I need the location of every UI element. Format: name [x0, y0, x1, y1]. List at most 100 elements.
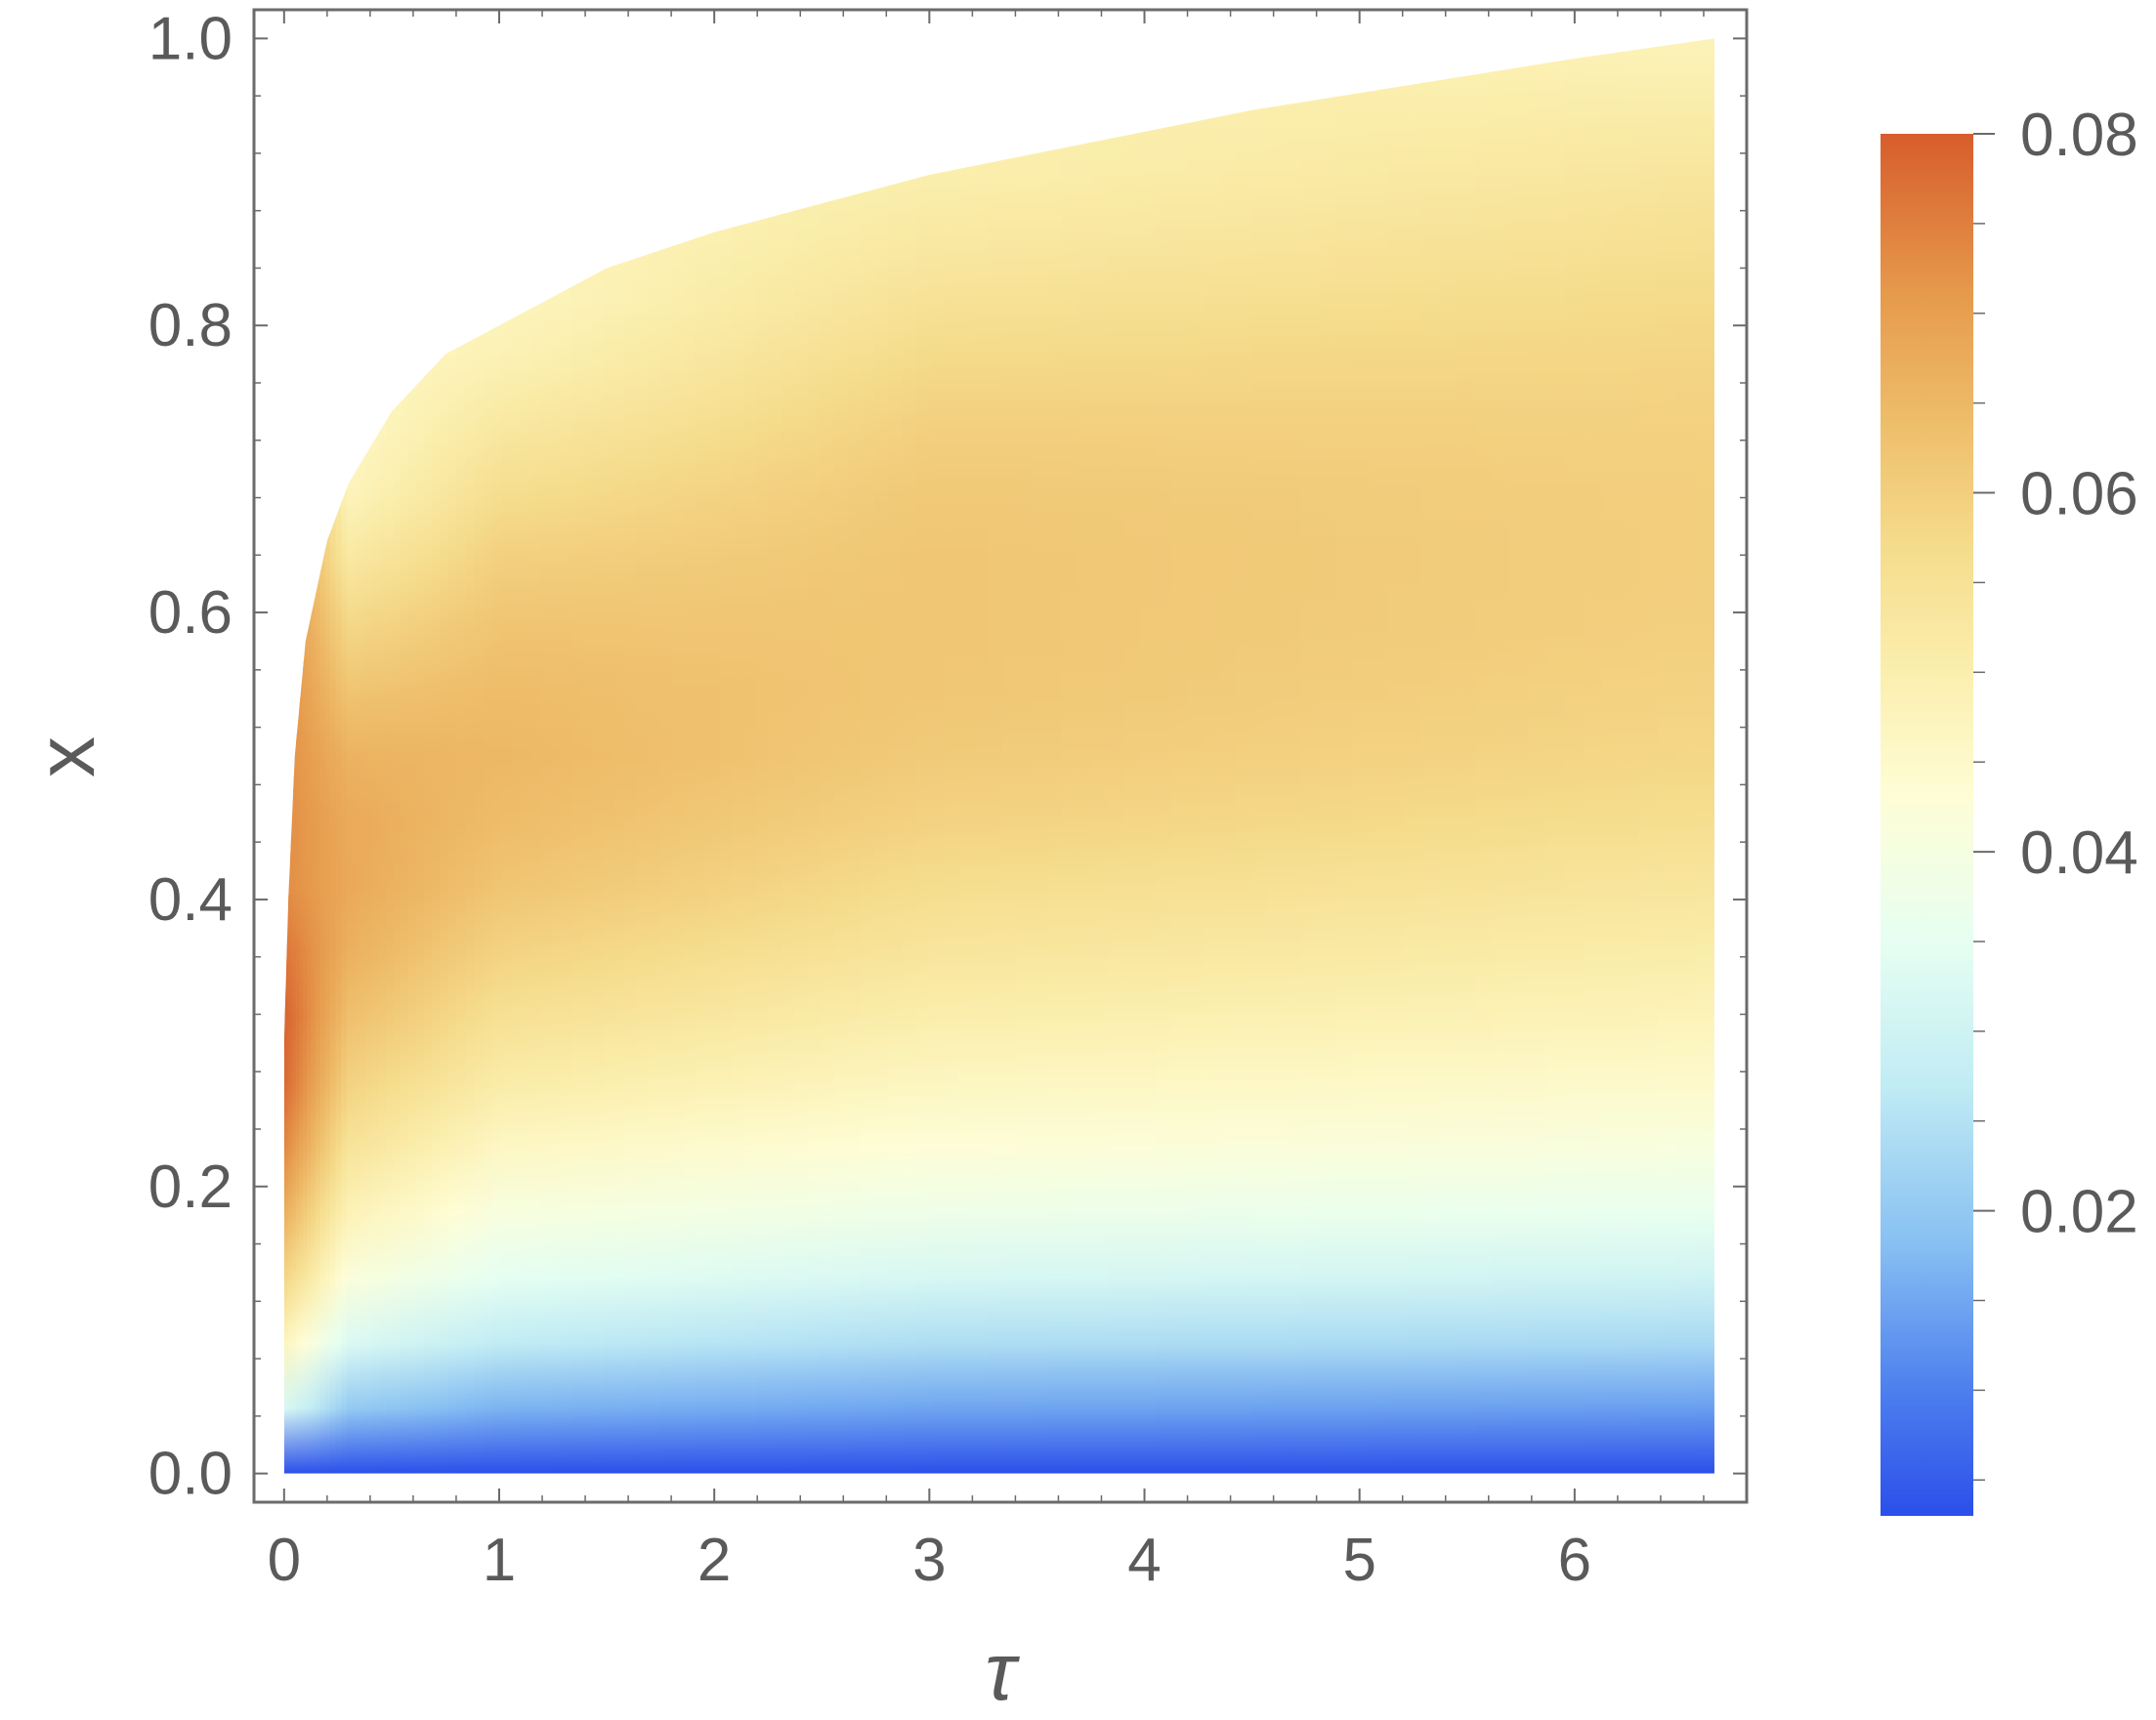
heatmap-cell-strip: [530, 38, 542, 1474]
y-tick-label: 0.6: [148, 579, 233, 647]
heatmap-cell-strip: [1601, 38, 1622, 1474]
colorbar: 0.02 0.04 0.06 0.08: [1881, 102, 2138, 1516]
heatmap-cell-strip: [1170, 38, 1188, 1474]
colorbar-ticks: 0.02 0.04 0.06 0.08: [1973, 102, 2138, 1481]
colorbar-gradient: [1881, 134, 1973, 1516]
heatmap-cell-strip: [378, 38, 387, 1474]
heatmap-cell-strip: [718, 38, 733, 1474]
heatmap-cell-strip: [581, 38, 594, 1474]
heatmap-cell-strip: [603, 38, 615, 1474]
heatmap-cell-strip: [658, 38, 672, 1474]
heatmap-cell-strip: [1676, 38, 1697, 1474]
heatmap-cell-strip: [319, 38, 326, 1474]
heatmap-cell-strip: [335, 38, 343, 1474]
heatmap-cell-strip: [1421, 38, 1441, 1474]
heatmap-cell-strip: [307, 38, 313, 1474]
heatmap-cell-strip: [1638, 38, 1659, 1474]
heatmap-cell-strip: [550, 38, 563, 1474]
heatmap-cell-strip: [592, 38, 605, 1474]
heatmap-cell-strip: [636, 38, 650, 1474]
heatmap-cell-strip: [353, 38, 360, 1474]
heatmap-cell-strip: [1285, 38, 1303, 1474]
heatmap-cell-strip: [303, 38, 309, 1474]
x-tick-label: 6: [1558, 1527, 1591, 1594]
heatmap-cell-strip: [1695, 38, 1714, 1474]
heatmap-cell-strip: [1439, 38, 1458, 1474]
heatmap-cell-strip: [1123, 38, 1141, 1474]
heatmap-surface: [283, 38, 1714, 1474]
y-axis-label: x: [20, 736, 111, 777]
x-axis: 0 1 2 3 4 5 6: [268, 10, 1705, 1594]
heatmap-cell-strip: [833, 38, 849, 1474]
heatmap-cell-strip: [501, 38, 513, 1474]
heatmap-cell-strip: [873, 38, 889, 1474]
x-axis-label: τ: [985, 1625, 1020, 1715]
heatmap-cell-strip: [540, 38, 552, 1474]
heatmap-cell-strip: [1657, 38, 1678, 1474]
heatmap-cell-strip: [440, 38, 449, 1474]
heatmap-cell-strip: [860, 38, 875, 1474]
heatmap-cell-strip: [731, 38, 744, 1474]
plot-frame: [252, 8, 1749, 1504]
heatmap-cell-strip: [415, 38, 425, 1474]
heatmap-cell-strip: [1335, 38, 1354, 1474]
heatmap-cell-strip: [743, 38, 757, 1474]
heatmap-cell-strip: [456, 38, 467, 1474]
heatmap-cell-strip: [1016, 38, 1034, 1474]
heatmap-cell-strip: [571, 38, 583, 1474]
heatmap-cell-strip: [1268, 38, 1287, 1474]
heatmap-cell-strip: [1251, 38, 1270, 1474]
heatmap-cell-strip: [768, 38, 782, 1474]
heatmap-cell-strip: [1620, 38, 1640, 1474]
heatmap-cell-strip: [299, 38, 305, 1474]
y-tick-label: 0.0: [148, 1441, 233, 1508]
heatmap-cell-strip: [315, 38, 321, 1474]
heatmap-cell-strip: [1046, 38, 1063, 1474]
heatmap-cell-strip: [1077, 38, 1094, 1474]
heatmap-cell-strip: [915, 38, 931, 1474]
heatmap-cell-strip: [1564, 38, 1585, 1474]
heatmap-cell-strip: [902, 38, 917, 1474]
heatmap-cell-strip: [755, 38, 770, 1474]
heatmap-cell-strip: [324, 38, 331, 1474]
heatmap-cell-strip: [1301, 38, 1320, 1474]
heatmap-cell-strip: [423, 38, 433, 1474]
heatmap-cell-strip: [311, 38, 317, 1474]
x-tick-label: 0: [268, 1527, 301, 1594]
heatmap-cell-strip: [648, 38, 660, 1474]
y-axis: 0.0 0.2 0.4 0.6 0.8 1.0: [148, 5, 1747, 1508]
heatmap-cell-strip: [794, 38, 809, 1474]
heatmap-cell-strip: [1155, 38, 1172, 1474]
heatmap-cell-strip: [1001, 38, 1018, 1474]
heatmap-cell-strip: [1235, 38, 1253, 1474]
heatmap-cell-strip: [1474, 38, 1494, 1474]
heatmap-cell-strip: [887, 38, 904, 1474]
heatmap-cell-strip: [1370, 38, 1388, 1474]
heatmap-cell-strip: [958, 38, 974, 1474]
heatmap-cell-strip: [371, 38, 380, 1474]
colorbar-tick-label: 0.04: [2020, 819, 2138, 887]
heatmap-cell-strip: [1510, 38, 1530, 1474]
heatmap-cell-strip: [1404, 38, 1423, 1474]
heatmap-cell-strip: [385, 38, 395, 1474]
heatmap-cell-strip: [1061, 38, 1078, 1474]
heatmap-cell-strip: [474, 38, 485, 1474]
heatmap-cell-strip: [1492, 38, 1512, 1474]
heatmap-cell-strip: [820, 38, 835, 1474]
heatmap-cell-strip: [1218, 38, 1237, 1474]
y-tick-label: 0.2: [148, 1154, 233, 1221]
heatmap-cell-strip: [511, 38, 523, 1474]
heatmap-cell-strip: [295, 38, 301, 1474]
x-tick-label: 5: [1342, 1527, 1375, 1594]
heatmap-cell-strip: [1528, 38, 1548, 1474]
heatmap-cell-strip: [1546, 38, 1566, 1474]
x-tick-label: 1: [483, 1527, 516, 1594]
heatmap-cell-strip: [682, 38, 697, 1474]
heatmap-cell-strip: [329, 38, 337, 1474]
heatmap-cell-strip: [347, 38, 355, 1474]
heatmap-cell-strip: [1386, 38, 1406, 1474]
heatmap-cell-strip: [292, 38, 297, 1474]
heatmap-cell-strip: [492, 38, 503, 1474]
heatmap-cell-strip: [341, 38, 349, 1474]
